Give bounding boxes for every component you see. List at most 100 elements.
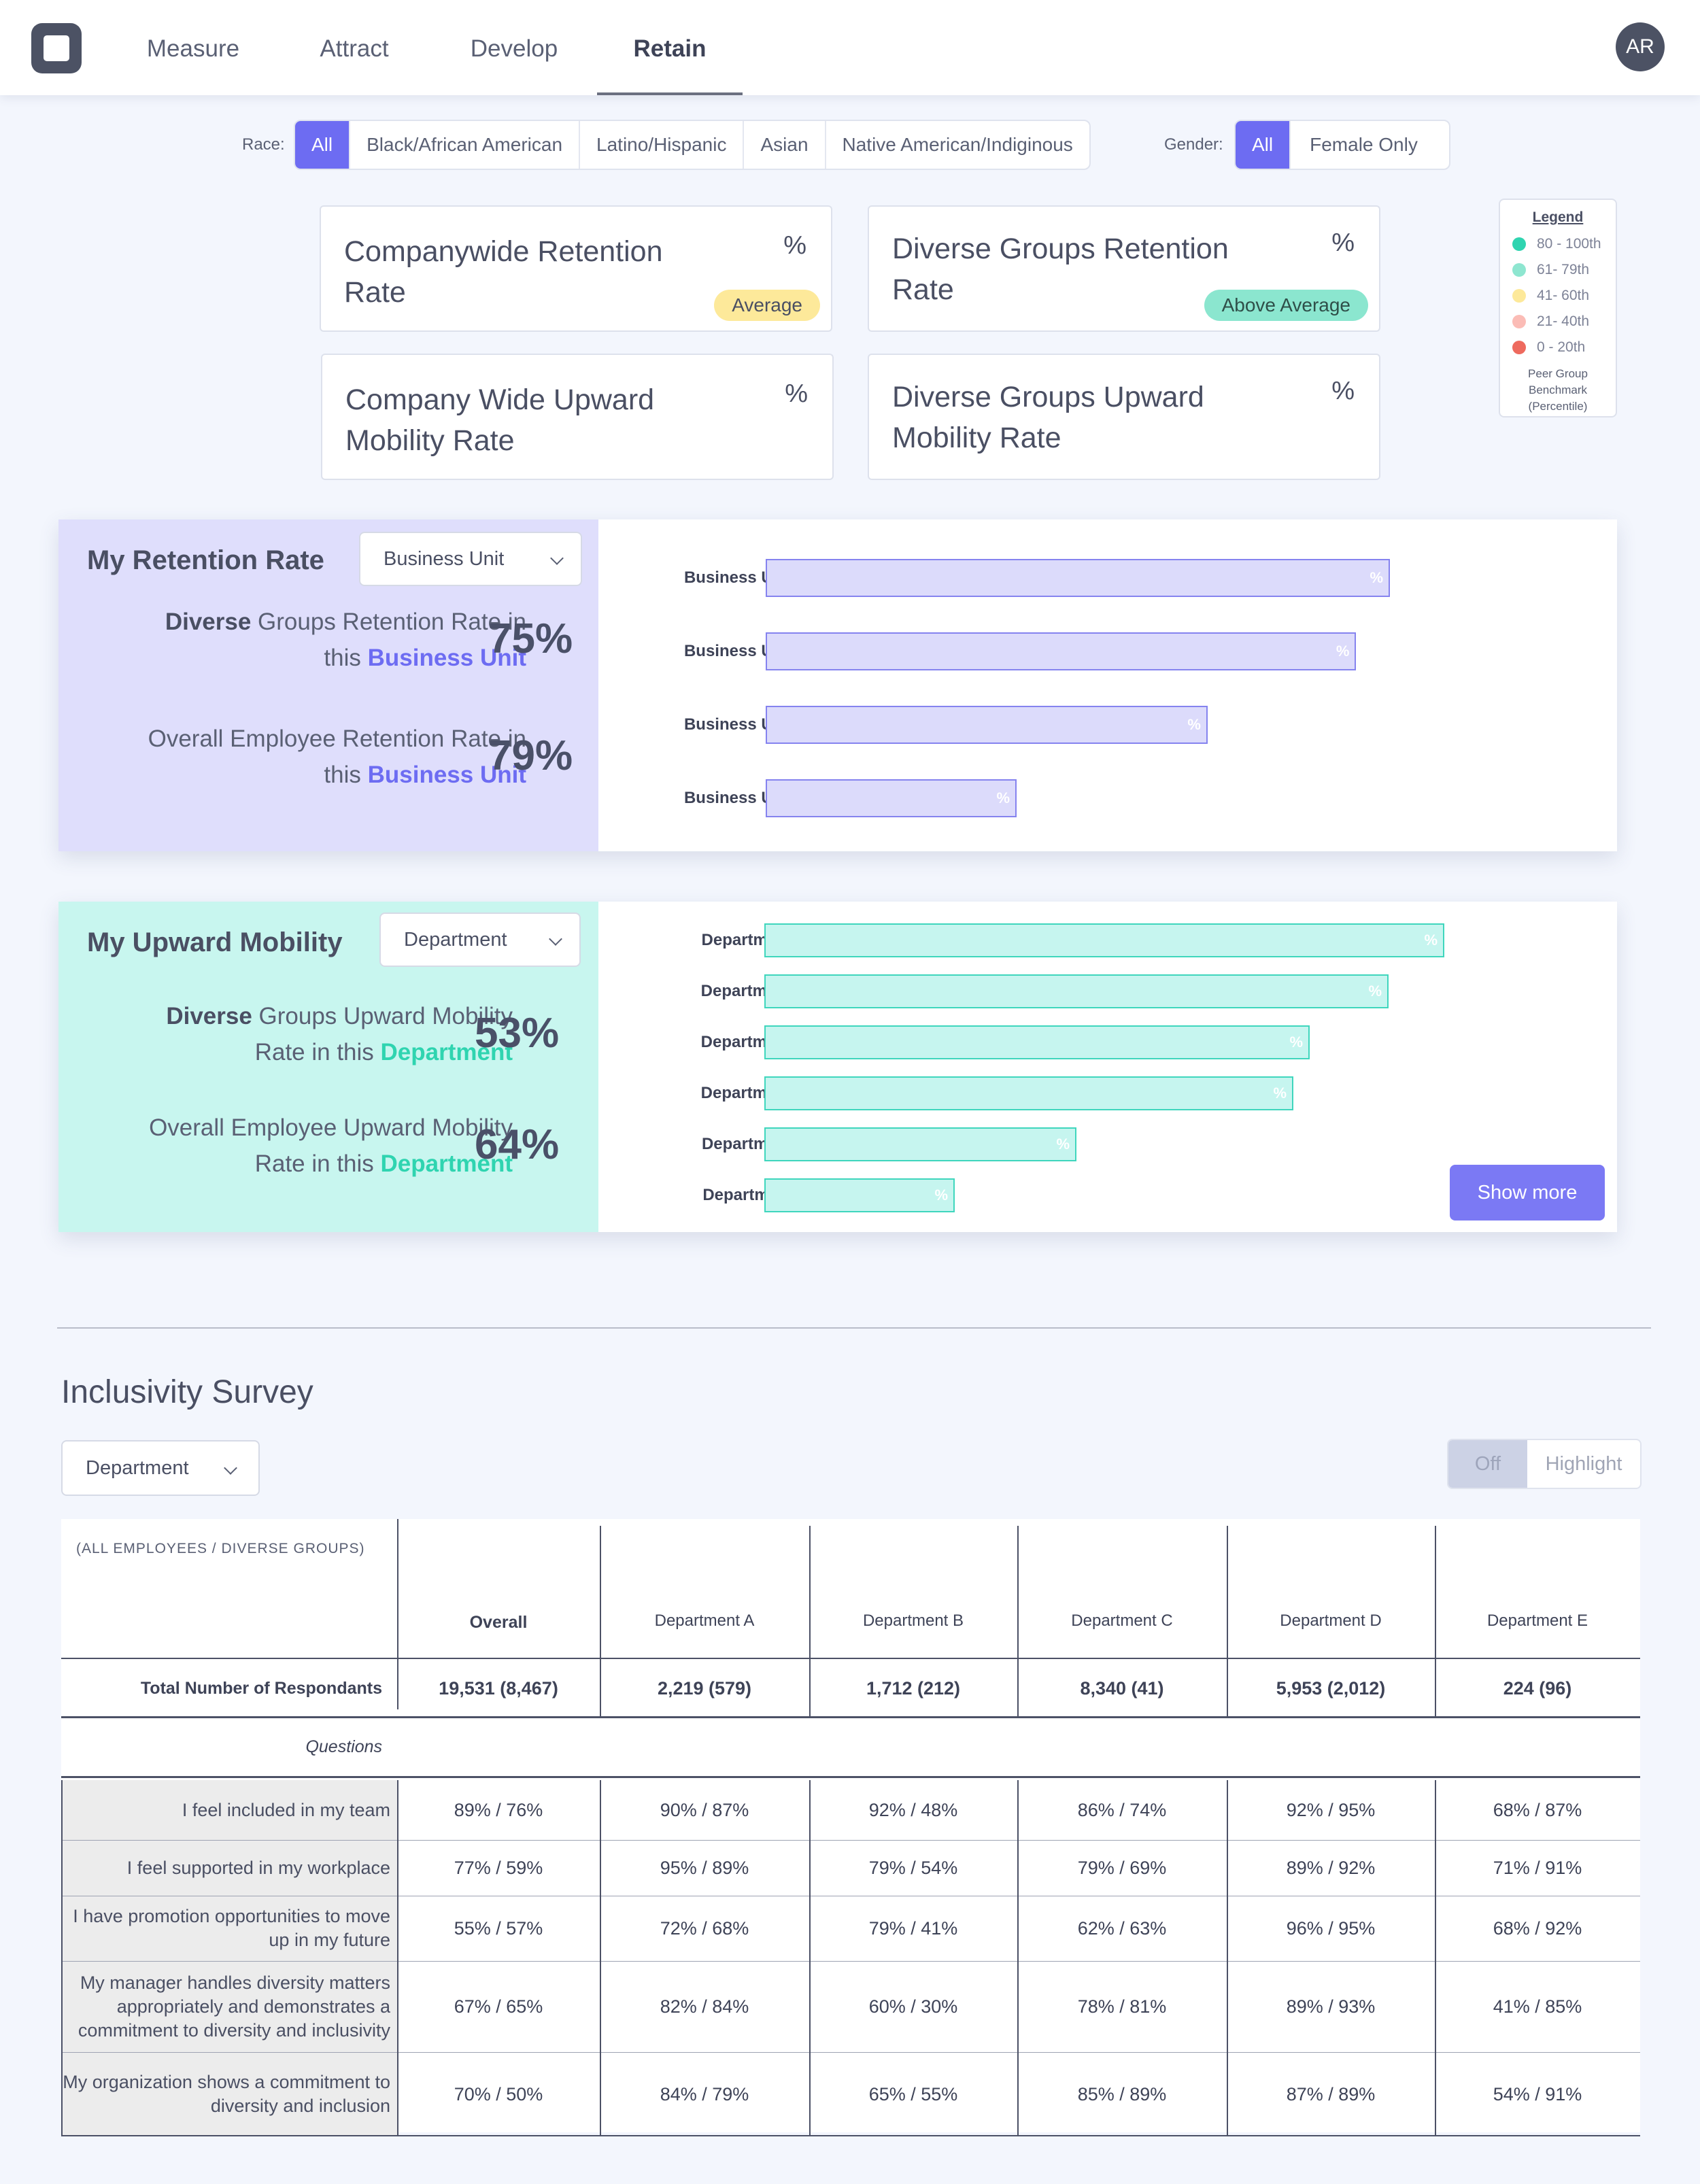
column-header[interactable]: Department D — [1280, 1611, 1382, 1630]
score-cell: 89% / 93% — [1286, 1996, 1376, 2017]
legend-title: Legend — [1532, 209, 1584, 225]
overall-retention-text: Overall Employee Retention Rate in this … — [64, 721, 526, 793]
score-cell: 89% / 92% — [1286, 1857, 1376, 1878]
score-cell: 79% / 41% — [868, 1917, 958, 1939]
bar[interactable]: % — [764, 1127, 1076, 1161]
score-cell: 95% / 89% — [660, 1857, 749, 1878]
score-cell: 90% / 87% — [660, 1799, 749, 1820]
accent-word: Business Unit — [367, 645, 526, 671]
bar[interactable]: % — [764, 1178, 955, 1212]
diverse-mobility-text: Diverse Groups Upward Mobility Rate in t… — [78, 998, 513, 1070]
bar-percent: % — [1289, 1034, 1303, 1051]
column-header[interactable]: Department A — [654, 1611, 755, 1630]
retention-title: My Retention Rate — [87, 545, 324, 575]
user-avatar[interactable]: AR — [1616, 22, 1665, 71]
kpi-percent: % — [785, 379, 808, 408]
score-cell: 67% / 65% — [454, 1996, 543, 2017]
gender-option-all[interactable]: All — [1236, 121, 1291, 169]
column-header[interactable]: Department C — [1071, 1611, 1173, 1630]
table-rule — [1227, 1526, 1228, 1716]
bar-percent: % — [1273, 1085, 1287, 1102]
mobility-groupby-dropdown[interactable]: Department — [379, 912, 581, 967]
kpi-title: Diverse Groups Upward Mobility Rate — [892, 381, 1204, 454]
score-cell: 78% / 81% — [1077, 1996, 1167, 2017]
dropdown-value: Business Unit — [384, 548, 505, 570]
table-rule — [1435, 1526, 1436, 1716]
score-cell: 96% / 95% — [1286, 1917, 1376, 1939]
kpi-companywide-mobility: Company Wide Upward Mobility Rate % — [321, 354, 834, 480]
table-rule — [1435, 1780, 1436, 2136]
bar-percent: % — [1368, 983, 1382, 1000]
legend-label: 41- 60th — [1537, 288, 1590, 303]
bar[interactable]: % — [766, 632, 1357, 670]
question-label: My manager handles diversity matters app… — [61, 1961, 397, 2052]
app-logo-icon[interactable] — [31, 23, 82, 73]
column-header[interactable]: Overall — [469, 1613, 528, 1632]
table-rule — [600, 1526, 601, 1716]
legend-dot-icon — [1512, 263, 1526, 277]
tab-develop[interactable]: Develop — [470, 35, 558, 62]
stat-line: this — [324, 645, 368, 671]
stat-line: Groups Upward Mobility — [252, 1003, 513, 1029]
toggle-highlight-option[interactable]: Highlight — [1545, 1452, 1622, 1475]
stat-line: Groups Retention Rate in — [251, 609, 526, 635]
column-header[interactable]: Department B — [862, 1611, 964, 1630]
bar[interactable]: % — [764, 974, 1389, 1008]
stat-line: this — [324, 762, 368, 788]
diverse-retention-value: 75% — [488, 615, 573, 662]
bar[interactable]: % — [766, 559, 1390, 597]
bar[interactable]: % — [766, 779, 1017, 817]
column-header[interactable]: Department E — [1486, 1611, 1588, 1630]
score-cell: 55% / 57% — [454, 1917, 543, 1939]
tab-attract[interactable]: Attract — [320, 35, 389, 62]
tab-measure[interactable]: Measure — [146, 35, 240, 62]
table-rule — [61, 1961, 1640, 1962]
accent-word: Department — [380, 1150, 513, 1177]
legend-label: 0 - 20th — [1537, 339, 1586, 355]
survey-title: Inclusivity Survey — [61, 1374, 313, 1410]
table-rule — [61, 1776, 1640, 1778]
overall-mobility-text: Overall Employee Upward Mobility Rate in… — [50, 1110, 513, 1182]
race-option-all[interactable]: All — [295, 121, 351, 169]
tab-retain[interactable]: Retain — [597, 0, 743, 95]
kpi-title: Company Wide Upward Mobility Rate — [345, 383, 655, 457]
table-corner-label: (ALL EMPLOYEES / DIVERSE GROUPS) — [76, 1541, 365, 1556]
diverse-word: Diverse — [165, 609, 252, 635]
race-option-native[interactable]: Native American/Indiginous — [842, 134, 1073, 155]
bar[interactable]: % — [766, 706, 1208, 744]
survey-groupby-dropdown[interactable]: Department — [61, 1440, 260, 1496]
accent-word: Business Unit — [367, 762, 526, 788]
bar[interactable]: % — [764, 1025, 1310, 1059]
show-more-button[interactable]: Show more — [1450, 1165, 1605, 1221]
chevron-down-icon — [549, 932, 562, 946]
gender-option-female[interactable]: Female Only — [1310, 134, 1418, 155]
bar[interactable]: % — [764, 1076, 1293, 1110]
table-rule — [61, 1840, 1640, 1841]
legend-label: 21- 40th — [1537, 313, 1590, 329]
legend-note-line: (Percentile) — [1528, 400, 1588, 413]
toggle-off-option[interactable]: Off — [1448, 1440, 1527, 1488]
stat-line: Rate in this — [254, 1039, 381, 1065]
bar-percent: % — [1370, 569, 1383, 586]
score-cell: 82% / 84% — [660, 1996, 749, 2017]
legend-dot-icon — [1512, 315, 1526, 328]
score-cell: 89% / 76% — [454, 1799, 543, 1820]
score-cell: 79% / 54% — [868, 1857, 958, 1878]
bar[interactable]: % — [764, 923, 1444, 957]
legend-item: 41- 60th — [1500, 283, 1616, 309]
retention-groupby-dropdown[interactable]: Business Unit — [359, 532, 582, 586]
accent-word: Department — [380, 1039, 513, 1065]
bar-percent: % — [1187, 716, 1201, 733]
race-option-asian[interactable]: Asian — [744, 121, 826, 169]
retention-panel: My Retention Rate Business Unit Diverse … — [58, 519, 1617, 851]
score-cell: 87% / 89% — [1286, 2083, 1376, 2104]
score-cell: 41% / 85% — [1493, 1996, 1582, 2017]
race-option-latino[interactable]: Latino/Hispanic — [580, 121, 745, 169]
table-rule — [61, 2135, 1640, 2136]
race-option-black[interactable]: Black/African American — [350, 121, 581, 169]
question-label: I feel supported in my workplace — [61, 1840, 397, 1896]
kpi-title: Companywide Retention Rate — [344, 235, 663, 309]
table-rule — [1017, 1526, 1019, 1716]
legend-note-line: Peer Group — [1528, 367, 1588, 380]
legend-label: 61- 79th — [1537, 262, 1590, 277]
